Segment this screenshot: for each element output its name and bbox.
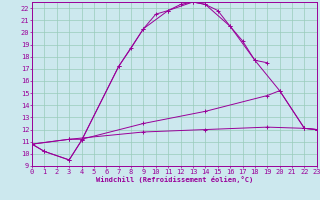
X-axis label: Windchill (Refroidissement éolien,°C): Windchill (Refroidissement éolien,°C) (96, 176, 253, 183)
